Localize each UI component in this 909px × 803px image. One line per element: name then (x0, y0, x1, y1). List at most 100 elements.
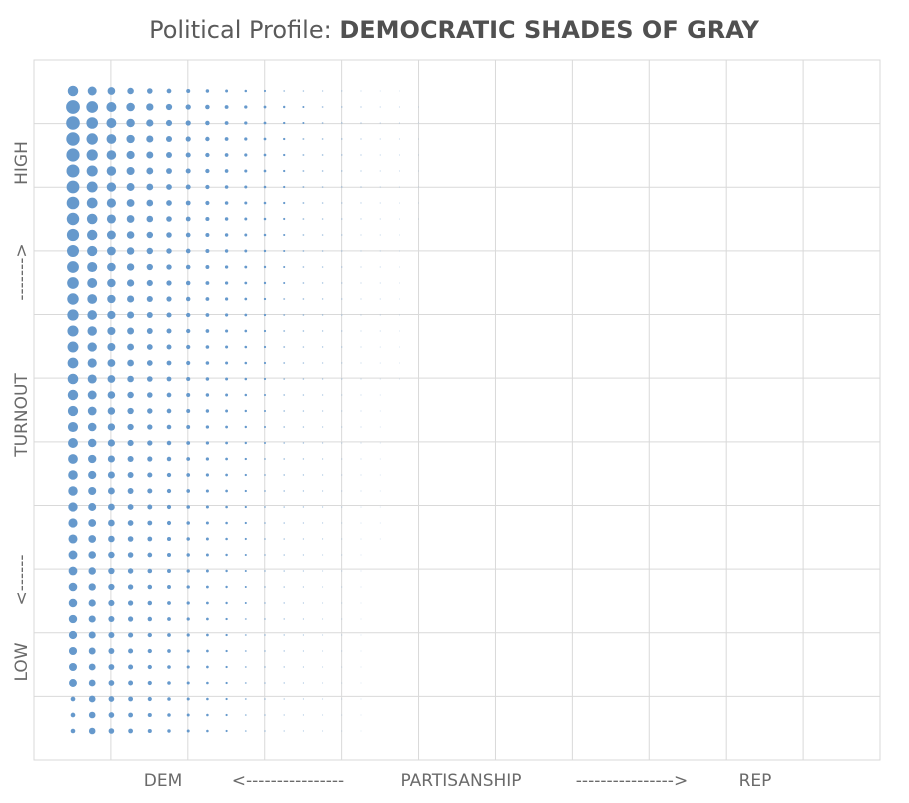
data-point (244, 666, 247, 668)
data-point (166, 376, 172, 382)
data-point (360, 186, 362, 188)
data-point (224, 121, 229, 125)
data-point (147, 408, 153, 414)
data-point (360, 298, 362, 300)
data-point (186, 441, 191, 445)
data-point (302, 538, 305, 540)
data-point (341, 250, 343, 252)
data-point (379, 218, 381, 220)
data-point (283, 698, 285, 700)
data-point (283, 314, 286, 316)
data-point (263, 89, 267, 93)
data-point (263, 393, 267, 397)
data-point (225, 89, 229, 93)
data-point (264, 666, 266, 668)
data-point (88, 647, 96, 655)
data-point (321, 122, 324, 124)
data-point (341, 170, 343, 172)
data-point (283, 137, 286, 141)
data-point (283, 602, 285, 604)
data-point (146, 183, 154, 191)
data-point (88, 519, 97, 527)
data-point (167, 649, 171, 653)
data-point (264, 538, 266, 540)
data-point (244, 618, 247, 620)
data-point (185, 296, 191, 302)
data-point (283, 650, 285, 652)
data-point (379, 538, 381, 540)
data-point (224, 153, 229, 157)
data-point (86, 149, 98, 161)
data-point (126, 166, 135, 176)
data-point (88, 503, 97, 511)
data-point (166, 296, 172, 302)
data-point (244, 698, 247, 700)
data-point (283, 362, 286, 364)
data-point (224, 137, 229, 141)
data-point (244, 329, 248, 333)
data-point (186, 328, 191, 334)
data-point (321, 282, 324, 284)
data-point (264, 474, 266, 476)
data-point (302, 426, 305, 428)
data-point (379, 314, 381, 316)
data-point (283, 169, 286, 173)
data-point (341, 202, 343, 204)
data-point (166, 504, 172, 510)
data-point (165, 135, 173, 143)
data-point (341, 698, 343, 700)
data-point (302, 362, 305, 364)
data-point (147, 728, 152, 734)
data-point (147, 648, 152, 654)
data-point (206, 601, 209, 605)
data-point (107, 407, 116, 415)
data-point (167, 585, 171, 589)
data-point (205, 553, 209, 557)
data-point (167, 713, 171, 717)
plot-area (33, 59, 881, 761)
data-point (126, 279, 135, 287)
data-point (341, 618, 343, 620)
data-point (264, 506, 266, 508)
data-point (283, 458, 286, 460)
data-point (379, 266, 381, 268)
data-point (107, 359, 116, 367)
data-point (68, 438, 78, 448)
data-point (205, 521, 209, 525)
data-point (263, 425, 267, 429)
data-point (127, 536, 134, 542)
data-point (127, 552, 134, 558)
data-point (263, 153, 267, 157)
data-point (87, 294, 98, 304)
data-point (205, 537, 209, 541)
data-point (127, 504, 134, 510)
data-point (283, 730, 285, 732)
data-point (399, 298, 400, 300)
data-point (302, 410, 305, 412)
data-point (146, 376, 153, 382)
data-point (67, 309, 79, 321)
data-point (167, 729, 171, 733)
data-point (322, 730, 324, 732)
data-point (302, 570, 305, 572)
data-point (379, 90, 381, 92)
data-point (225, 377, 229, 381)
data-point (146, 151, 154, 159)
data-point (264, 634, 266, 636)
data-point (167, 633, 171, 637)
data-point (302, 330, 305, 332)
data-point (146, 119, 154, 127)
data-point (106, 182, 117, 192)
data-point (68, 582, 78, 592)
data-point (341, 474, 343, 476)
data-point (263, 217, 267, 221)
data-point (283, 346, 286, 348)
data-point (146, 312, 153, 318)
data-point (87, 261, 98, 273)
data-point (302, 474, 305, 476)
data-point (147, 664, 152, 670)
data-point (341, 138, 343, 140)
data-point (244, 409, 248, 413)
data-point (146, 328, 153, 334)
data-point (206, 713, 209, 717)
